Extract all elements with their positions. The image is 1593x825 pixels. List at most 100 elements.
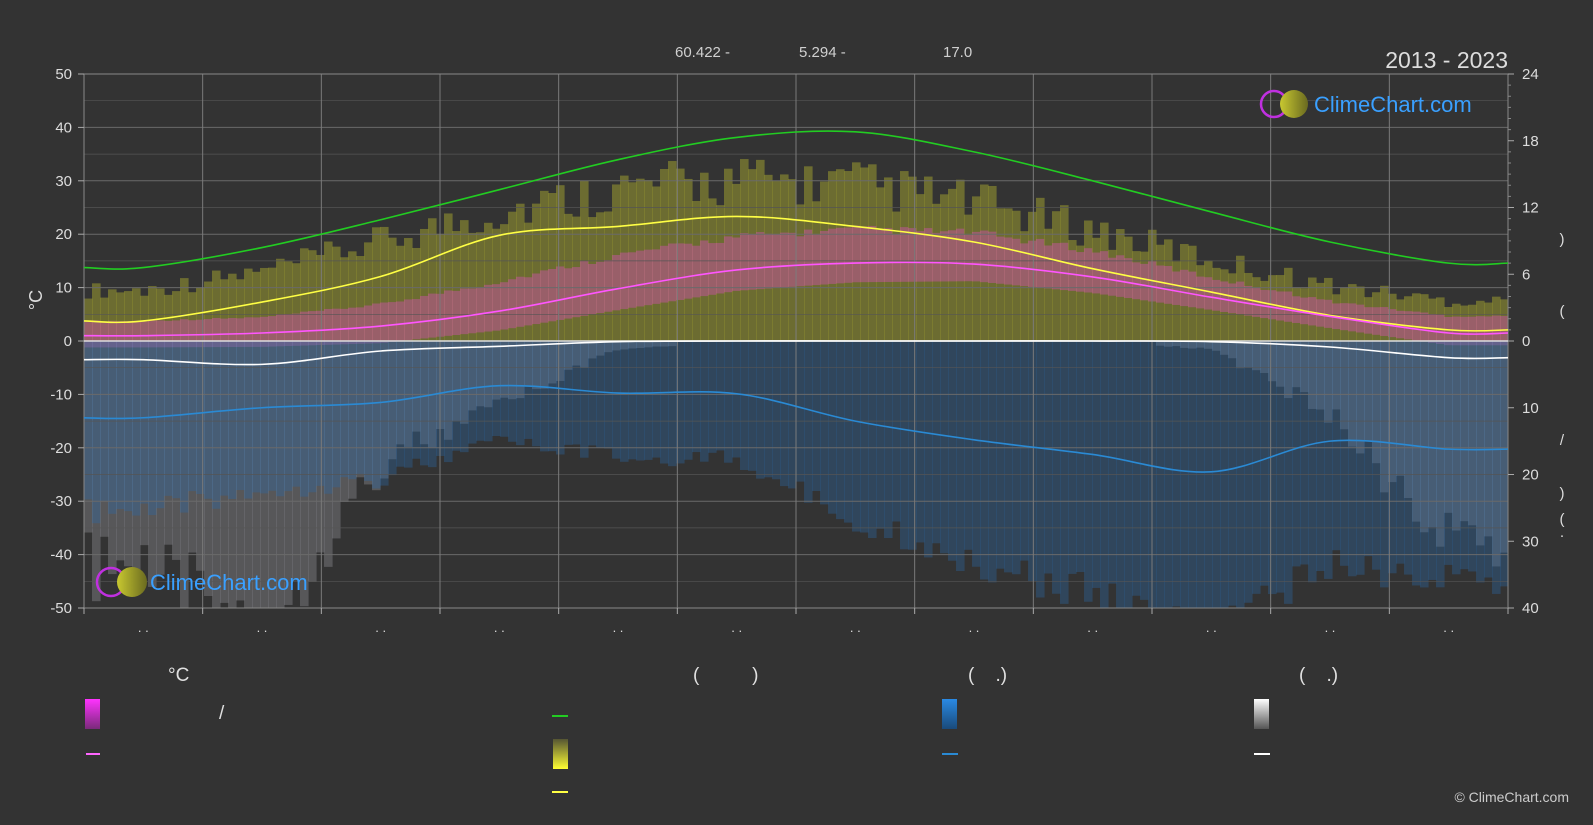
temp-band-strip [836, 227, 845, 284]
temp-band-strip [1132, 262, 1141, 300]
temp-band-strip [524, 277, 533, 326]
precip-band-strip [164, 341, 173, 496]
precip-band-strip [356, 341, 365, 474]
temp-avg-line [84, 261, 1508, 337]
temp-band-strip [380, 302, 389, 343]
right-axis-label-glyph: ( [1560, 303, 1565, 320]
snow-band-strip [1228, 341, 1237, 359]
sunshine-band-strip [268, 267, 277, 341]
precip-band-strip [1404, 341, 1413, 575]
precip-band-strip [364, 341, 373, 481]
precip-band-strip [1332, 341, 1341, 551]
snow-band-strip [1276, 341, 1285, 387]
temp-band-strip [100, 321, 109, 348]
sunshine-band-strip [364, 242, 373, 341]
sunshine-band-strip [916, 194, 925, 341]
precip-band-strip [1396, 341, 1405, 564]
precip-band-strip [300, 341, 309, 497]
sunshine-band-strip [828, 171, 837, 341]
precip-band-strip [284, 341, 293, 492]
precip-band-strip [1028, 341, 1037, 582]
snow-band-strip [540, 341, 549, 389]
snow-band-strip [164, 341, 173, 545]
temp-band-strip [572, 267, 581, 318]
snow-band-strip [388, 341, 397, 460]
precip-band-strip [1492, 341, 1501, 594]
precip-band-strip [796, 341, 805, 482]
sunshine-band-strip [292, 263, 301, 341]
sunshine-band-strip [964, 214, 973, 341]
snow-band-strip [1476, 341, 1485, 546]
snow-band-strip [1268, 341, 1277, 382]
sunshine-band-strip [380, 226, 389, 341]
temp-band-strip [268, 316, 277, 347]
sunshine-band-strip [596, 212, 605, 341]
sunshine-band-strip [844, 171, 853, 341]
snow-band-strip [500, 341, 509, 398]
precip-band-strip [1444, 341, 1453, 565]
sunshine-band-strip [660, 169, 669, 341]
snow-band-strip [524, 341, 533, 387]
snow-band-strip [1420, 341, 1429, 533]
sunshine-band-strip [84, 298, 93, 341]
precip-band-strip [1108, 341, 1117, 584]
snow-band-strip [420, 341, 429, 445]
sunshine-band-strip [252, 271, 261, 341]
precip-band-strip [788, 341, 797, 489]
sunshine-band-strip [1356, 286, 1365, 341]
precip-band-strip [764, 341, 773, 478]
temp-band-strip [780, 232, 789, 288]
sunshine-band-strip [788, 179, 797, 341]
snow-band-strip [1292, 341, 1301, 388]
temp-band-strip [364, 305, 373, 344]
temp-band-strip [660, 245, 669, 303]
temp-band-strip [196, 319, 205, 348]
temp-band-strip [900, 227, 909, 282]
precip-band-strip [1308, 341, 1317, 583]
precip-band-strip [644, 341, 653, 460]
temp-band-strip [1260, 289, 1269, 319]
sunshine-band-strip [372, 227, 381, 341]
temp-band-strip [236, 318, 245, 347]
sunshine-band-strip [764, 174, 773, 341]
left-axis-tick-label: -20 [50, 440, 72, 457]
temp-band-strip [188, 320, 197, 348]
sunshine-band-strip [836, 169, 845, 341]
precip-band-strip [1140, 341, 1149, 600]
sunshine-band-strip [644, 180, 653, 341]
precip-band-strip [244, 341, 253, 499]
temp-band-strip [1380, 307, 1389, 336]
temp-band-strip [1084, 248, 1093, 293]
temp-band-strip [116, 321, 125, 348]
snow-band-strip [1244, 341, 1253, 368]
precip-band-strip [524, 341, 533, 439]
precip-band-strip [684, 341, 693, 460]
precip-band-strip [924, 341, 933, 558]
precip-band-strip [1260, 341, 1269, 586]
sunshine-band-strip [732, 183, 741, 341]
snow-band-strip [348, 341, 357, 499]
sunshine-band-strip [564, 213, 573, 341]
precip-band-strip [1076, 341, 1085, 573]
temp-band-strip [1140, 263, 1149, 301]
precip-band-strip [1452, 341, 1461, 575]
precip-band-strip [372, 341, 381, 489]
sunshine-band-strip [876, 187, 885, 341]
snow-band-strip [188, 341, 197, 553]
snow-band-strip [340, 341, 349, 502]
precip-band-strip [404, 341, 413, 468]
temp-band-strip [908, 228, 917, 282]
right-axis-lower-tick-label: 30 [1522, 533, 1539, 550]
temp-band-strip [172, 320, 181, 348]
temp-band-strip [948, 230, 957, 282]
sunshine-band-strip [1108, 249, 1117, 341]
precip-band-strip [156, 341, 165, 509]
legend [85, 699, 1270, 793]
precip-band-strip [724, 341, 733, 463]
precip-band-strip [1356, 341, 1365, 575]
sunshine-band-strip [604, 211, 613, 341]
right-axis-upper-tick-label: 12 [1522, 200, 1539, 217]
left-axis-tick-label: 10 [55, 280, 72, 297]
temp-band-strip [852, 225, 861, 283]
precip-band-strip [700, 341, 709, 462]
